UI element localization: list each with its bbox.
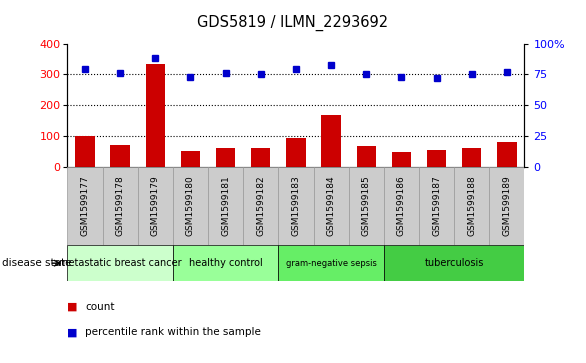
Bar [314, 167, 349, 245]
Bar [497, 142, 517, 167]
Text: tuberculosis: tuberculosis [424, 258, 484, 268]
Text: GSM1599189: GSM1599189 [502, 176, 512, 236]
Bar [384, 245, 524, 281]
Bar [146, 64, 165, 167]
Text: GSM1599184: GSM1599184 [326, 176, 336, 236]
Text: GSM1599187: GSM1599187 [432, 176, 441, 236]
Bar [322, 115, 341, 167]
Bar [67, 245, 173, 281]
Bar [243, 167, 278, 245]
Text: GSM1599178: GSM1599178 [115, 176, 125, 236]
Text: GSM1599180: GSM1599180 [186, 176, 195, 236]
Bar [278, 167, 314, 245]
Text: metastatic breast cancer: metastatic breast cancer [59, 258, 182, 268]
Bar [103, 167, 138, 245]
Bar [110, 145, 130, 167]
Text: disease state: disease state [2, 258, 71, 268]
Bar [173, 167, 208, 245]
Bar [216, 148, 236, 167]
Text: count: count [85, 302, 114, 312]
Bar [286, 138, 306, 167]
Bar [75, 136, 95, 167]
Bar [67, 167, 103, 245]
Bar [180, 151, 200, 167]
Text: GSM1599181: GSM1599181 [221, 176, 230, 236]
Text: ■: ■ [67, 327, 78, 337]
Bar [384, 167, 419, 245]
Text: GSM1599177: GSM1599177 [80, 176, 90, 236]
Bar [208, 167, 243, 245]
Bar [419, 167, 454, 245]
Text: healthy control: healthy control [189, 258, 263, 268]
Text: percentile rank within the sample: percentile rank within the sample [85, 327, 261, 337]
Text: GSM1599186: GSM1599186 [397, 176, 406, 236]
Bar [356, 146, 376, 167]
Text: ■: ■ [67, 302, 78, 312]
Text: GSM1599185: GSM1599185 [362, 176, 371, 236]
Bar [138, 167, 173, 245]
Bar [489, 167, 524, 245]
Bar [427, 150, 447, 167]
Bar [454, 167, 489, 245]
Text: GSM1599182: GSM1599182 [256, 176, 265, 236]
Text: GSM1599188: GSM1599188 [467, 176, 476, 236]
Bar [278, 245, 384, 281]
Bar [173, 245, 278, 281]
Text: GSM1599183: GSM1599183 [291, 176, 301, 236]
Text: GSM1599179: GSM1599179 [151, 176, 160, 236]
Bar [391, 152, 411, 167]
Bar [349, 167, 384, 245]
Bar [251, 148, 271, 167]
Bar [462, 148, 482, 167]
Text: gram-negative sepsis: gram-negative sepsis [285, 259, 377, 268]
Text: GDS5819 / ILMN_2293692: GDS5819 / ILMN_2293692 [197, 15, 389, 31]
